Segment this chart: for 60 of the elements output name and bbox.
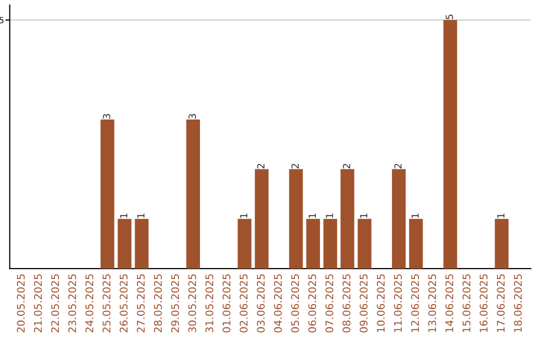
- x-tick-label: 02.06.2025: [240, 274, 248, 332]
- x-tick-label: 20.05.2025: [16, 274, 25, 332]
- x-tick-label: 31.05.2025: [205, 274, 214, 332]
- data-label: 2: [342, 164, 350, 168]
- bar: [306, 218, 320, 269]
- x-tick-label: 16.06.2025: [480, 274, 488, 332]
- x-tick-label: 07.06.2025: [325, 274, 334, 332]
- x-tick-label: 21.05.2025: [34, 274, 42, 332]
- data-label: 1: [240, 214, 248, 218]
- data-label: 1: [360, 214, 368, 218]
- data-label: 1: [497, 214, 504, 218]
- x-tick-label: 11.06.2025: [394, 274, 402, 332]
- bar: [186, 119, 200, 269]
- x-tick-label: 09.06.2025: [360, 274, 368, 332]
- data-label: 1: [137, 214, 144, 218]
- x-tick-label: 18.06.2025: [514, 274, 522, 332]
- x-tick-label: 30.05.2025: [188, 274, 196, 332]
- x-tick-label: 26.05.2025: [120, 274, 128, 332]
- x-tick-label: 13.06.2025: [428, 274, 436, 332]
- x-tick-label: 29.05.2025: [171, 274, 180, 332]
- x-tick-label: 01.06.2025: [222, 274, 230, 332]
- bar: [443, 20, 458, 269]
- x-tick-label: 10.06.2025: [376, 274, 385, 332]
- data-label: 2: [394, 164, 402, 168]
- x-tick-label: 23.05.2025: [68, 274, 76, 332]
- bar: [238, 218, 252, 269]
- x-tick-label: 15.06.2025: [462, 274, 470, 332]
- bar: [254, 169, 269, 269]
- data-label: 1: [308, 214, 316, 218]
- bar: [392, 169, 406, 269]
- bar: [289, 169, 303, 269]
- bar: [100, 119, 114, 269]
- data-label: 2: [257, 164, 264, 168]
- data-label: 2: [291, 164, 299, 168]
- data-label: 3: [102, 114, 110, 119]
- x-tick-label: 22.05.2025: [51, 274, 60, 332]
- x-tick-label: 03.06.2025: [256, 274, 265, 332]
- bar: [134, 218, 149, 269]
- data-label: 3: [188, 114, 196, 119]
- bar: [340, 169, 354, 269]
- data-label: 1: [120, 214, 128, 218]
- bar: [409, 218, 423, 269]
- x-tick-label: 28.05.2025: [154, 274, 162, 332]
- x-tick-label: 06.06.2025: [308, 274, 316, 332]
- bar: [494, 218, 509, 269]
- x-tick-label: 14.06.2025: [445, 274, 454, 332]
- x-tick-label: 17.06.2025: [496, 274, 505, 332]
- x-tick-label: 24.05.2025: [85, 274, 94, 332]
- bar: [358, 218, 372, 269]
- x-tick-label: 12.06.2025: [411, 274, 419, 332]
- x-tick-label: 08.06.2025: [342, 274, 350, 332]
- data-label: 1: [412, 214, 419, 218]
- data-label: 5: [446, 14, 454, 20]
- x-tick-label: 27.05.2025: [136, 274, 145, 332]
- data-label: 1: [326, 214, 333, 218]
- bar: [323, 218, 338, 269]
- bar: [118, 218, 132, 269]
- x-tick-label: 25.05.2025: [102, 274, 110, 332]
- x-tick-label: 04.06.2025: [274, 274, 282, 332]
- x-tick-label: 05.06.2025: [291, 274, 300, 332]
